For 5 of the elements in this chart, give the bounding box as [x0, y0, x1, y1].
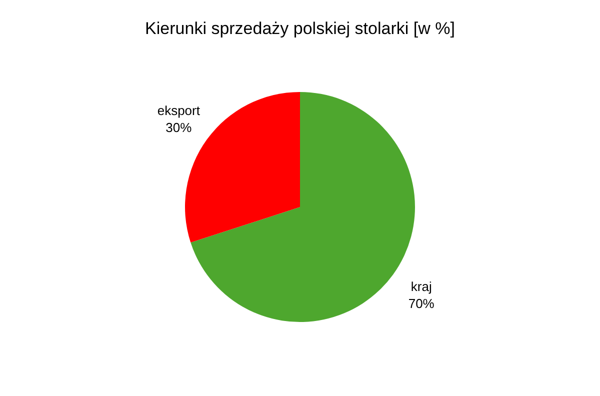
slice-label: kraj — [410, 279, 432, 294]
slice-label: eksport — [157, 102, 200, 118]
data-label: 30% — [166, 120, 192, 135]
chart-title: Kierunki sprzedaży polskiej stolarki [w %] — [145, 19, 455, 38]
data-label: 70% — [408, 296, 435, 312]
